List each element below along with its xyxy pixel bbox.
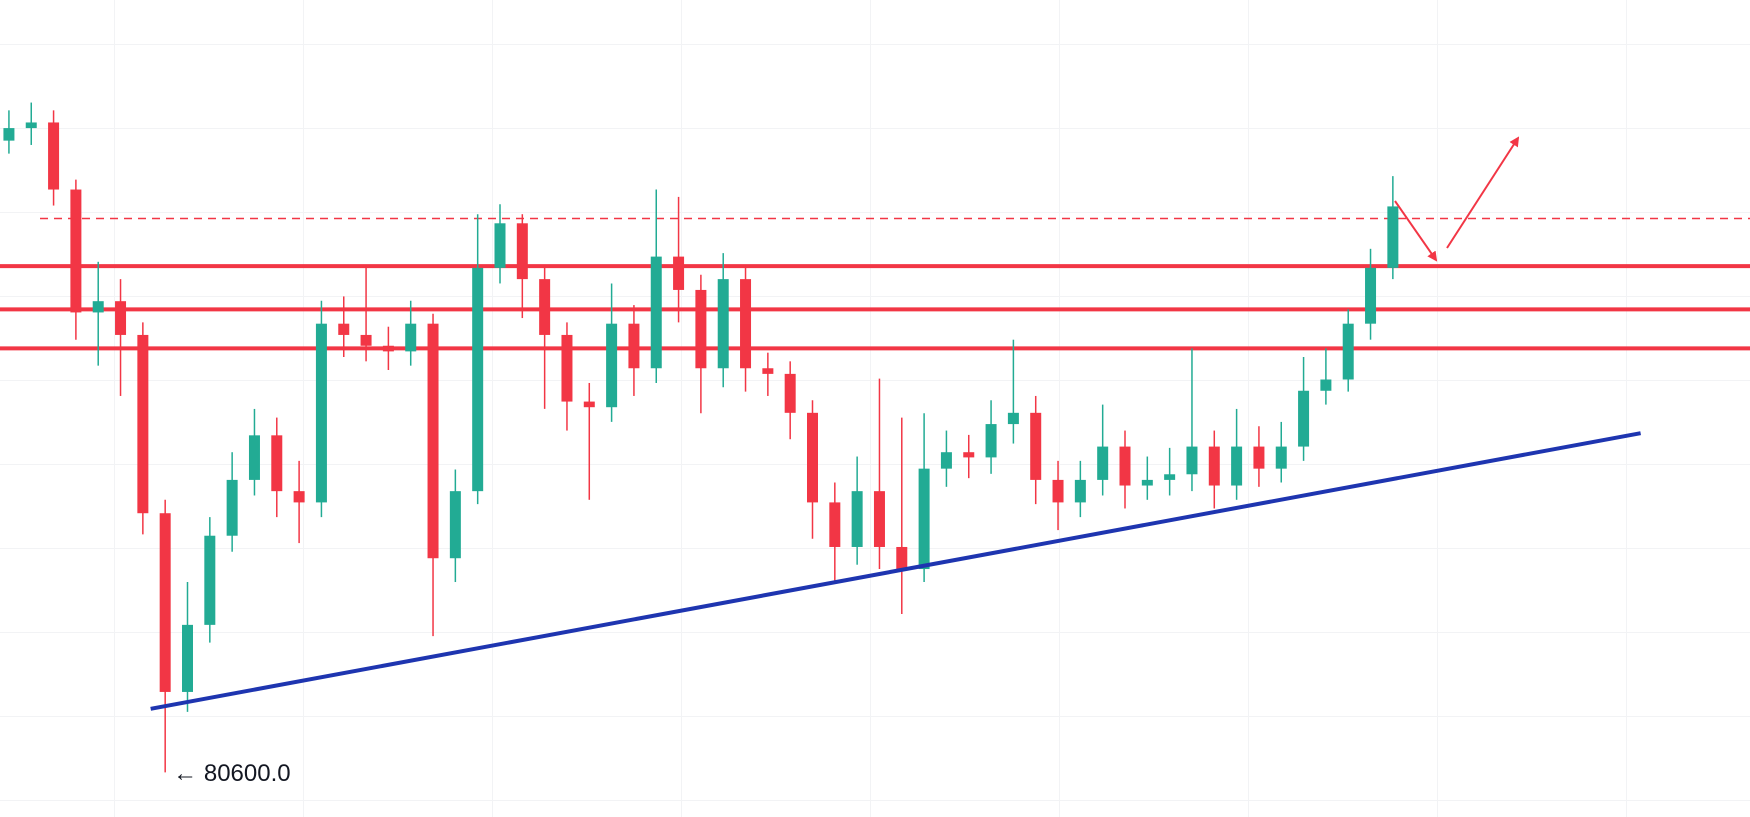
candle-body (1052, 479, 1064, 503)
candle-body (1387, 206, 1399, 268)
candle-body (338, 323, 350, 335)
candle-body (851, 491, 863, 547)
candle-body (1164, 474, 1176, 480)
candle-body (963, 452, 975, 458)
candle-body (606, 323, 618, 408)
candle-body (293, 491, 305, 503)
candle-body (583, 401, 595, 408)
candle-body (271, 435, 283, 492)
candle-body (1365, 267, 1377, 324)
trendline (150, 431, 1641, 711)
candle-body (70, 189, 82, 313)
candle-body (48, 122, 60, 190)
candle-body (1298, 390, 1310, 447)
candle-body (985, 424, 997, 458)
candle-body (650, 256, 662, 369)
candle-body (472, 267, 484, 492)
candle-body (1097, 446, 1109, 480)
candle-body (159, 513, 171, 692)
candle-body (427, 323, 439, 559)
candle-body (1320, 379, 1332, 391)
candle-body (1231, 446, 1243, 486)
candle-body (516, 223, 528, 280)
candles (3, 102, 1399, 773)
candle-body (561, 334, 573, 402)
candle-body (940, 452, 952, 469)
projection-arrow-up (1446, 136, 1520, 249)
candle-body (248, 435, 260, 480)
levels (0, 217, 1750, 351)
projection-arrow-down (1394, 200, 1438, 262)
candle-body (405, 323, 417, 352)
candle-body (137, 334, 149, 514)
candle-body (226, 479, 238, 536)
candle-body (829, 502, 841, 547)
candle-body (494, 223, 506, 268)
candle-body (1253, 446, 1265, 469)
candle-body (1119, 446, 1131, 486)
candle-body (315, 323, 327, 503)
candle-body (1342, 323, 1354, 380)
candle-body (182, 624, 193, 692)
candle-body (92, 301, 104, 313)
overlay: ← 80600.0 (150, 136, 1641, 787)
candle-body (873, 491, 885, 547)
candle-body (918, 468, 930, 570)
candle-body (717, 279, 729, 369)
candle-body (382, 345, 394, 352)
candle-body (539, 279, 551, 335)
candle-body (628, 323, 640, 369)
candle-body (1275, 446, 1287, 469)
candle-body (449, 491, 461, 559)
candle-body (1186, 446, 1198, 475)
candle-body (204, 535, 216, 625)
candle-body (784, 373, 796, 413)
candle-body (807, 412, 818, 503)
candle-body (1074, 479, 1086, 503)
candle-body (762, 368, 774, 374)
candle-body (1208, 446, 1220, 486)
candle-body (740, 279, 752, 369)
candle-body (360, 334, 372, 346)
candle-body (896, 546, 908, 570)
candle-body (1007, 412, 1019, 425)
candle-body (25, 122, 37, 129)
candle-body (1141, 479, 1153, 486)
low-price-label: ← 80600.0 (173, 760, 290, 787)
candle-body (3, 128, 15, 141)
candle-body (115, 301, 127, 335)
candle-body (695, 289, 707, 369)
candle-body (673, 256, 685, 290)
candle-body (1030, 412, 1042, 480)
